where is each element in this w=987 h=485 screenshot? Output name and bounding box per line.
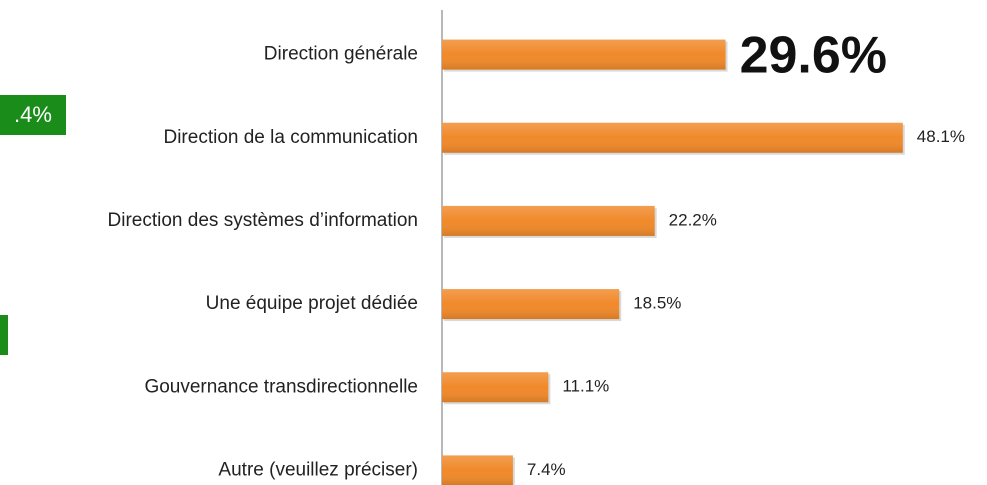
- bar-shine: [442, 122, 903, 153]
- category-label: Direction des systèmes d’information: [108, 210, 418, 231]
- value-label: 18.5%: [633, 294, 681, 313]
- category-label: Autre (veuillez préciser): [218, 459, 418, 480]
- bar-shine: [442, 205, 655, 236]
- green-badge: [0, 95, 66, 135]
- bar-shine: [442, 455, 513, 485]
- bar-shine: [442, 372, 549, 403]
- value-label: 11.1%: [562, 377, 609, 396]
- category-label: Direction générale: [264, 44, 418, 65]
- bar-shine: [442, 289, 620, 320]
- value-label: 7.4%: [527, 460, 566, 479]
- value-label: 22.2%: [669, 210, 717, 229]
- badge-text: .4%: [14, 102, 52, 127]
- category-label: Gouvernance transdirectionnelle: [144, 376, 418, 397]
- green-badge: [0, 315, 8, 355]
- value-label: 29.6%: [740, 26, 887, 84]
- category-label: Direction de la communication: [163, 127, 418, 148]
- bar-shine: [442, 39, 726, 70]
- value-label: 48.1%: [917, 127, 965, 146]
- category-label: Une équipe projet dédiée: [206, 293, 418, 314]
